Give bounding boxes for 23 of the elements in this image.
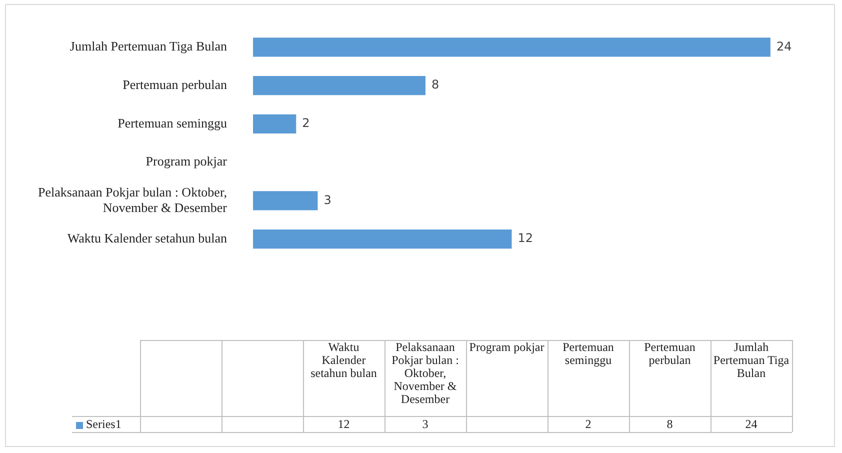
text: 3	[422, 417, 428, 432]
data-label: 12	[518, 231, 534, 246]
category-label: Jumlah Pertemuan Tiga Bulan	[713, 340, 790, 380]
data-label: 8	[431, 78, 440, 92]
category-label: Pertemuan seminggu	[562, 340, 614, 368]
text: 2	[585, 417, 592, 432]
data-label: 3	[324, 192, 332, 207]
category-label: Pertemuan perbulan	[644, 340, 696, 368]
data-label: 24	[776, 39, 792, 54]
text: 24	[745, 417, 758, 432]
legend-label: Series1	[86, 417, 122, 432]
text: 8	[666, 417, 673, 432]
y-tick-label: Program pokjar	[146, 154, 228, 169]
text: 12	[338, 417, 350, 432]
category-label: Waktu Kalender setahun bulan	[310, 340, 377, 380]
y-tick-label: Pelaksanaan Pokjar bulan : Oktober, November & Desember	[38, 184, 228, 215]
data-label: 2	[302, 116, 310, 130]
y-tick-label: Jumlah Pertemuan Tiga Bulan	[70, 38, 228, 54]
y-tick-label: Pertemuan perbulan	[122, 76, 228, 92]
y-tick-label: Pertemuan seminggu	[118, 115, 228, 130]
category-label: Pelaksanaan Pokjar bulan : Oktober, November & Desember	[392, 340, 459, 406]
category-label: Program pokjar	[469, 340, 544, 354]
y-tick-label: Waktu Kalender setahun bulan	[67, 230, 228, 246]
